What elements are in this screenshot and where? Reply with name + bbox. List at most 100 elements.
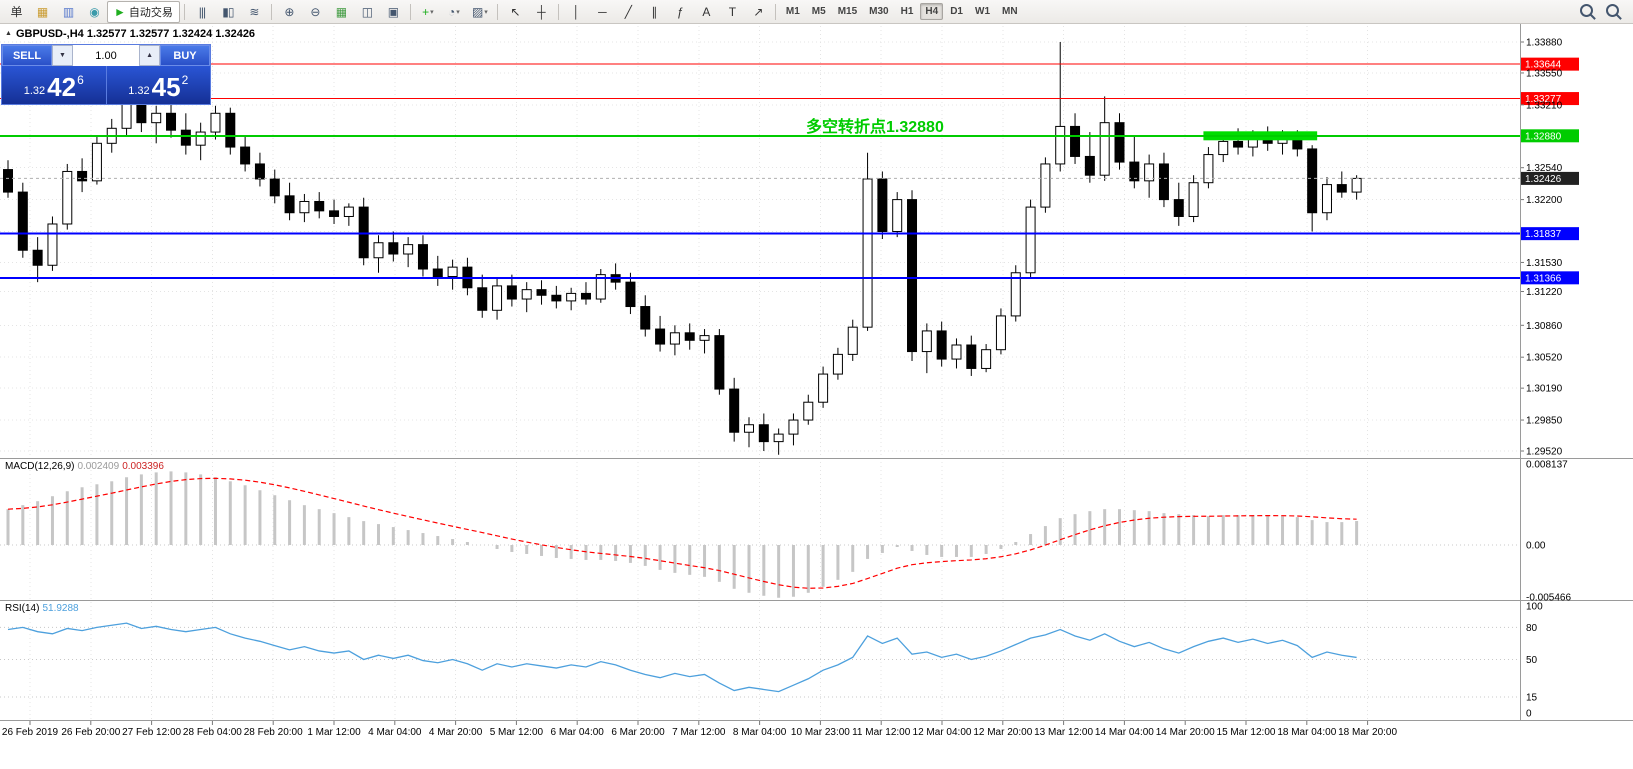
arrows-icon[interactable]: ↗ xyxy=(745,1,771,23)
charts-icon[interactable]: ▦ xyxy=(29,1,55,23)
rsi-scale-label: 100 xyxy=(1526,602,1543,613)
candle-body xyxy=(329,210,340,217)
candlestick-chart-icon[interactable]: ▮▯ xyxy=(215,1,241,23)
chart-window: 26 Feb 2019 26 Feb 20:00 27 Feb 12:00 28 Fe… xyxy=(0,24,1633,769)
vertical-line-icon[interactable]: │ xyxy=(563,1,589,23)
candle-body xyxy=(1203,154,1214,184)
price-tick-label: 1.33210 xyxy=(1526,100,1563,111)
fibonacci-icon: ƒ xyxy=(677,4,684,19)
volume-increase-button[interactable]: ▲ xyxy=(139,45,160,66)
templates-button[interactable]: ▨ ▾ xyxy=(467,1,493,23)
collapse-icon[interactable]: ▲ xyxy=(5,30,12,37)
candle-body xyxy=(981,349,992,369)
time-label: 28 Feb 04:00 xyxy=(183,727,242,738)
candle-body xyxy=(818,373,829,403)
trendline-icon: ╱ xyxy=(624,4,632,19)
candle-body xyxy=(966,344,977,369)
sell-button[interactable]: SELL xyxy=(2,45,52,66)
timeframe-button-m30[interactable]: M30 xyxy=(869,6,889,17)
price-tick-label: 1.33880 xyxy=(1526,38,1563,49)
time-label: 13 Mar 12:00 xyxy=(1034,727,1093,738)
channel-icon: ∥ xyxy=(651,4,657,19)
candle-body xyxy=(640,306,651,330)
candle-body xyxy=(699,335,710,341)
current-price-label: 1.32426 xyxy=(1525,174,1562,185)
candle-body xyxy=(892,199,903,232)
price-tick-label: 1.32200 xyxy=(1526,195,1563,206)
buy-button[interactable]: BUY xyxy=(160,45,210,66)
timeframe-button-d1[interactable]: D1 xyxy=(950,6,963,17)
cascade-windows-icon[interactable]: ▣ xyxy=(380,1,406,23)
price-badge-label: 1.31837 xyxy=(1525,229,1562,240)
price-badge xyxy=(1521,57,1579,71)
market-watch-icon[interactable]: ▥ xyxy=(55,1,81,23)
trade-panel-top-row: SELL ▼ ▲ BUY xyxy=(2,45,210,66)
candle-body xyxy=(343,206,354,217)
candle-body xyxy=(240,146,251,165)
quick-search-icon[interactable] xyxy=(1600,1,1626,23)
time-label: 27 Feb 12:00 xyxy=(122,727,181,738)
time-label: 4 Mar 20:00 xyxy=(429,727,483,738)
sell-price-base: 1.32 xyxy=(23,85,46,97)
price-tick-label: 1.29520 xyxy=(1526,446,1563,457)
data-window-icon[interactable]: ◉ xyxy=(81,1,107,23)
line-chart-icon[interactable]: ≋ xyxy=(241,1,267,23)
crosshair-icon[interactable]: ┼ xyxy=(528,1,554,23)
timeframe-button-mn[interactable]: MN xyxy=(1002,6,1018,17)
candle-body xyxy=(17,191,28,251)
timeframe-button-m1[interactable]: M1 xyxy=(785,6,800,17)
arrows-icon: ↗ xyxy=(753,4,763,19)
candle-body xyxy=(225,112,236,148)
timeframe-button-h1[interactable]: H1 xyxy=(900,6,914,17)
trade-panel-price-row: 1.32 42 6 1.32 45 2 xyxy=(2,66,210,104)
buy-price-big: 45 xyxy=(151,72,181,102)
time-label: 8 Mar 04:00 xyxy=(733,727,787,738)
text-icon[interactable]: A xyxy=(693,1,719,23)
symbol-search-icon[interactable] xyxy=(1574,1,1600,23)
buy-price[interactable]: 1.32 45 2 xyxy=(107,66,211,104)
label-icon[interactable]: T xyxy=(719,1,745,23)
candlestick-chart-icon: ▮▯ xyxy=(222,4,234,19)
sell-price[interactable]: 1.32 42 6 xyxy=(2,66,106,104)
timeframe-button-w1[interactable]: W1 xyxy=(975,6,990,17)
pivot-annotation[interactable]: 多空转折点1.32880 xyxy=(806,119,944,136)
vertical-line-icon: │ xyxy=(572,4,580,19)
candle-body xyxy=(47,223,58,266)
indicators-button[interactable]: + ▾ xyxy=(415,1,441,23)
horizontal-line-icon[interactable]: ─ xyxy=(589,1,615,23)
rsi-name: RSI(14) xyxy=(5,603,40,614)
candle-body xyxy=(506,285,517,300)
volume-decrease-button[interactable]: ▼ xyxy=(52,45,73,66)
zoom-out-icon: ⊖ xyxy=(310,4,320,19)
toolbar-separator xyxy=(409,3,411,20)
time-label: 4 Mar 04:00 xyxy=(368,727,422,738)
trendline-icon[interactable]: ╱ xyxy=(615,1,641,23)
channel-icon[interactable]: ∥ xyxy=(641,1,667,23)
zoom-in-icon[interactable]: ⊕ xyxy=(276,1,302,23)
timeframe-button-m15[interactable]: M15 xyxy=(837,6,858,17)
timeframe-button-h4[interactable]: H4 xyxy=(920,3,944,20)
cursor-icon: ↖ xyxy=(510,4,520,19)
volume-input[interactable] xyxy=(72,45,140,66)
new-order-icon[interactable]: 单 xyxy=(3,1,29,23)
timeframe-button-m5[interactable]: M5 xyxy=(811,6,826,17)
cursor-icon[interactable]: ↖ xyxy=(502,1,528,23)
rsi-line xyxy=(7,622,1357,693)
price-badge-label: 1.33644 xyxy=(1525,60,1562,71)
auto-scroll-icon[interactable]: ▦ xyxy=(328,1,354,23)
tile-windows-icon[interactable]: ◫ xyxy=(354,1,380,23)
fibonacci-icon[interactable]: ƒ xyxy=(667,1,693,23)
candle-body xyxy=(254,163,265,180)
indicators-button: + xyxy=(422,4,429,19)
candle-body xyxy=(1233,140,1244,148)
line-chart-icon: ≋ xyxy=(249,4,259,19)
zoom-out-icon[interactable]: ⊖ xyxy=(302,1,328,23)
autotrade-button[interactable]: ► 自动交易 xyxy=(107,0,180,23)
candle-body xyxy=(936,330,947,360)
periods-button[interactable]: ◔ ▾ xyxy=(441,1,467,23)
bar-chart-icon[interactable]: ||| xyxy=(189,1,215,23)
time-label: 6 Mar 20:00 xyxy=(611,727,665,738)
candle-body xyxy=(595,274,606,300)
